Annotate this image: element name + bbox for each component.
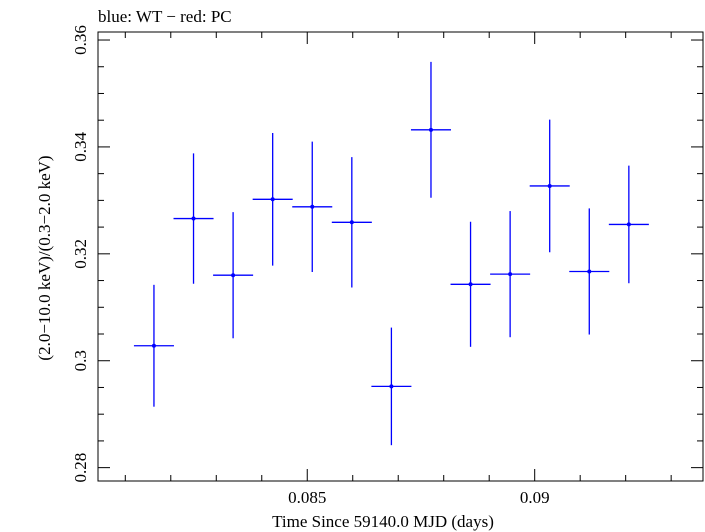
y-tick-label: 0.3 bbox=[71, 350, 90, 371]
data-point bbox=[252, 133, 293, 266]
data-point bbox=[173, 153, 214, 284]
x-tick-label: 0.085 bbox=[288, 488, 326, 507]
plot-frame bbox=[97, 31, 704, 482]
data-point bbox=[133, 284, 174, 407]
point-marker bbox=[389, 384, 394, 389]
data-point bbox=[213, 212, 254, 339]
point-marker bbox=[310, 204, 315, 209]
data-point bbox=[608, 165, 649, 284]
point-marker bbox=[191, 216, 196, 221]
point-marker bbox=[547, 183, 552, 188]
data-point bbox=[410, 61, 451, 198]
y-tick-label: 0.34 bbox=[71, 132, 90, 162]
data-point bbox=[331, 157, 372, 288]
point-marker bbox=[626, 222, 631, 227]
y-axis-label: (2.0−10.0 keV)/(0.3−2.0 keV) bbox=[35, 155, 54, 360]
data-point bbox=[529, 119, 570, 253]
point-marker bbox=[428, 127, 433, 132]
data-point bbox=[371, 327, 412, 446]
x-axis-ticks: 0.085 0.09 bbox=[124, 32, 672, 507]
data-point bbox=[490, 211, 531, 338]
point-marker bbox=[349, 220, 354, 225]
data-point bbox=[292, 141, 333, 273]
y-tick-label: 0.32 bbox=[71, 239, 90, 269]
y-tick-label: 0.28 bbox=[71, 453, 90, 483]
point-marker bbox=[270, 197, 275, 202]
x-axis-label: Time Since 59140.0 MJD (days) bbox=[272, 512, 494, 531]
point-marker bbox=[151, 343, 156, 348]
y-tick-label: 0.36 bbox=[71, 25, 90, 55]
point-marker bbox=[587, 269, 592, 274]
point-marker bbox=[231, 273, 236, 278]
point-marker bbox=[468, 282, 473, 287]
x-tick-label: 0.09 bbox=[520, 488, 550, 507]
series-layer bbox=[133, 61, 649, 446]
chart-title: blue: WT − red: PC bbox=[98, 7, 232, 26]
point-marker bbox=[508, 272, 513, 277]
y-axis-ticks: 0.28 0.3 0.32 0.34 0.36 bbox=[71, 25, 703, 483]
axes-frame bbox=[97, 31, 704, 482]
data-point bbox=[569, 208, 610, 335]
data-point bbox=[450, 221, 491, 347]
